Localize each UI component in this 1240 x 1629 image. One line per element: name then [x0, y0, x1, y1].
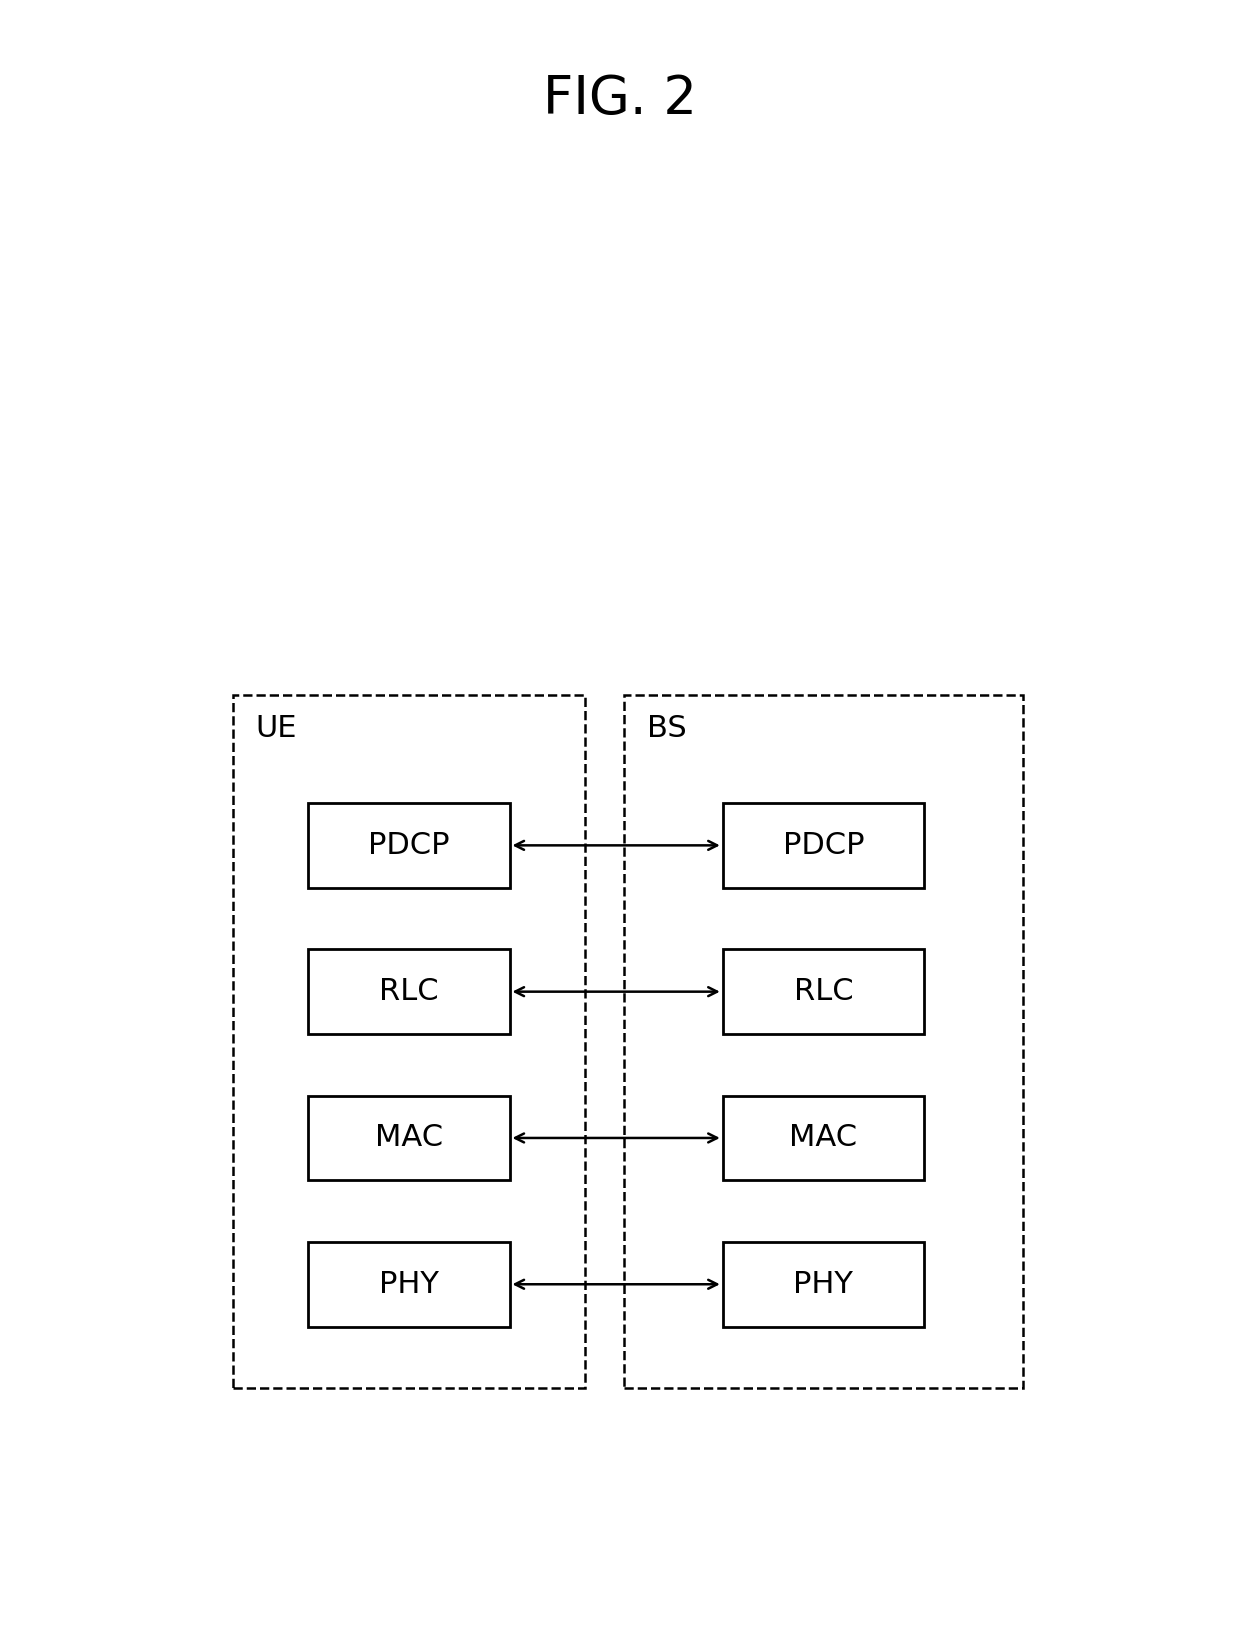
Bar: [723, 1241, 924, 1326]
Text: PDCP: PDCP: [782, 831, 864, 860]
Bar: [723, 950, 924, 1034]
Text: PHY: PHY: [794, 1269, 853, 1298]
Text: RLC: RLC: [379, 977, 439, 1007]
Text: PHY: PHY: [379, 1269, 439, 1298]
Text: RLC: RLC: [794, 977, 853, 1007]
Text: UE: UE: [255, 715, 298, 743]
Bar: [308, 950, 510, 1034]
Text: MAC: MAC: [790, 1124, 858, 1152]
Bar: [308, 1096, 510, 1181]
Bar: [723, 803, 924, 888]
Bar: [624, 696, 1023, 1388]
Bar: [308, 803, 510, 888]
Bar: [308, 1241, 510, 1326]
Text: BS: BS: [647, 715, 687, 743]
Bar: [723, 1096, 924, 1181]
Text: PDCP: PDCP: [368, 831, 450, 860]
Text: MAC: MAC: [374, 1124, 443, 1152]
Bar: [233, 696, 585, 1388]
Text: FIG. 2: FIG. 2: [543, 73, 697, 125]
